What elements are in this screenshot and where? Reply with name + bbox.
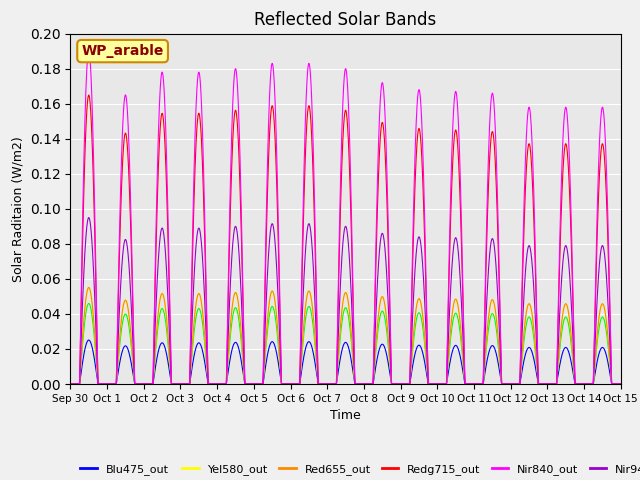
Text: WP_arable: WP_arable [81,44,164,58]
Legend: Blu475_out, Grn535_out, Yel580_out, Red655_out, Redg715_out, Nir840_out, Nir945_: Blu475_out, Grn535_out, Yel580_out, Red6… [76,460,640,480]
X-axis label: Time: Time [330,409,361,422]
Title: Reflected Solar Bands: Reflected Solar Bands [255,11,436,29]
Y-axis label: Solar Raditaion (W/m2): Solar Raditaion (W/m2) [12,136,24,282]
